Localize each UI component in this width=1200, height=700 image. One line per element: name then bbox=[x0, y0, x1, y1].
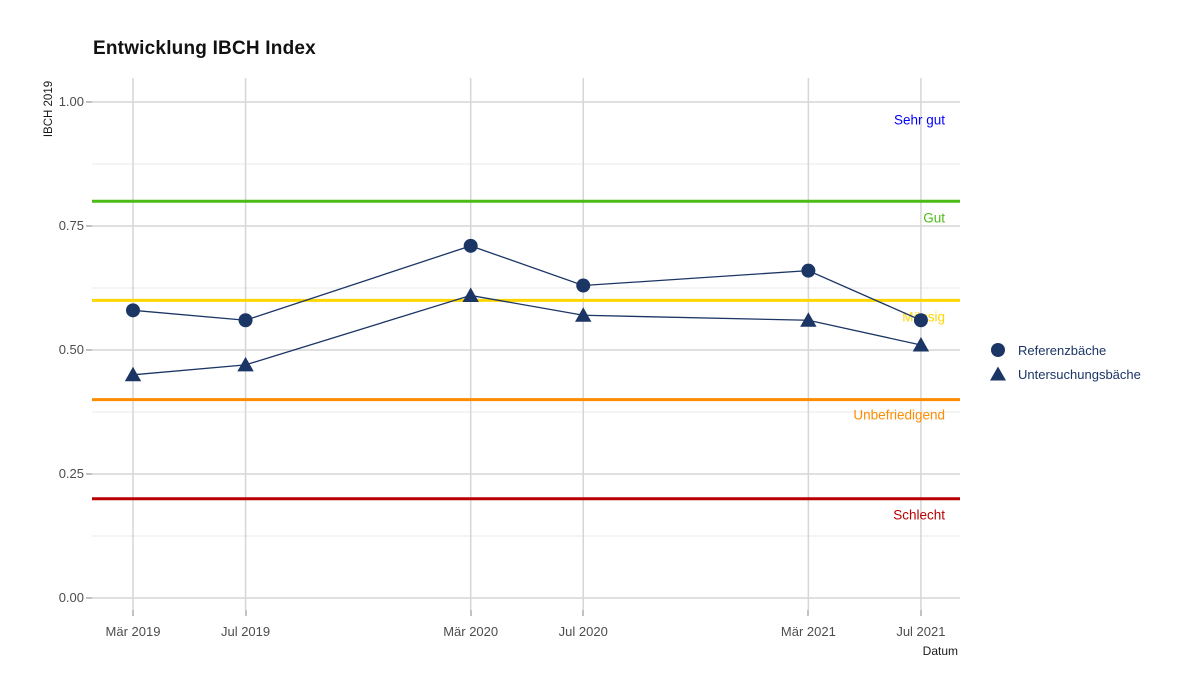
legend-item: Referenzbäche bbox=[988, 338, 1141, 362]
x-tick-label: Jul 2020 bbox=[558, 624, 608, 639]
legend: Referenzbäche Untersuchungsbäche bbox=[988, 338, 1141, 386]
y-tick-mark bbox=[86, 473, 92, 475]
y-tick-mark bbox=[86, 101, 92, 103]
data-point-circle bbox=[913, 313, 928, 328]
data-point-triangle bbox=[124, 366, 142, 382]
x-tick-label: Mär 2019 bbox=[105, 624, 161, 639]
legend-item-label: Untersuchungsbäche bbox=[1018, 366, 1141, 382]
chart-title: Entwicklung IBCH Index bbox=[93, 38, 316, 59]
threshold-label-unbefriedigend: Unbefriedigend bbox=[853, 407, 945, 422]
legend-triangle-icon bbox=[988, 364, 1008, 384]
data-point-triangle bbox=[800, 312, 817, 327]
x-tick-label: Jul 2019 bbox=[220, 624, 271, 639]
data-point-circle bbox=[576, 278, 591, 293]
x-tick-mark bbox=[919, 610, 922, 616]
x-tick-mark bbox=[132, 610, 134, 616]
y-tick-label: 0.00 bbox=[58, 590, 84, 605]
data-point-triangle bbox=[237, 356, 254, 372]
data-point-triangle bbox=[912, 337, 930, 352]
data-point-circle bbox=[126, 303, 140, 318]
plot-panel: Sehr gutGutMässigUnbefriedigendSchlecht bbox=[92, 78, 960, 610]
y-tick-label: 0.75 bbox=[58, 218, 84, 233]
data-point-triangle bbox=[462, 287, 479, 302]
legend-circle-icon bbox=[988, 340, 1008, 360]
x-tick-label: Mär 2020 bbox=[443, 624, 499, 639]
series-line-triangle bbox=[132, 294, 922, 376]
y-tick-mark bbox=[86, 349, 92, 351]
x-tick-label: Mär 2021 bbox=[780, 624, 836, 639]
y-tick-label: 0.50 bbox=[58, 342, 84, 357]
x-tick-label: Jul 2021 bbox=[896, 624, 946, 639]
series-line-circle bbox=[132, 245, 922, 321]
data-point-circle bbox=[463, 238, 478, 253]
plot-svg: Sehr gutGutMässigUnbefriedigendSchlecht bbox=[92, 78, 960, 610]
data-point-circle bbox=[801, 263, 816, 278]
threshold-label-sehrgut: Sehr gut bbox=[894, 112, 945, 127]
x-axis-title: Datum bbox=[922, 644, 958, 658]
threshold-label-schlecht: Schlecht bbox=[893, 508, 945, 523]
x-tick-mark bbox=[469, 610, 472, 616]
y-tick-mark bbox=[86, 597, 92, 599]
y-tick-label: 0.25 bbox=[58, 466, 84, 481]
legend-item-label: Referenzbäche bbox=[1018, 342, 1107, 358]
data-point-circle bbox=[238, 313, 253, 328]
y-axis-title: IBCH 2019 bbox=[43, 80, 55, 138]
y-tick-label: 1.00 bbox=[58, 94, 84, 109]
legend-item: Untersuchungsbäche bbox=[988, 362, 1141, 386]
data-point-triangle bbox=[575, 307, 592, 322]
threshold-label-gut: Gut bbox=[923, 211, 945, 226]
y-tick-mark bbox=[86, 225, 92, 227]
x-tick-mark bbox=[582, 610, 585, 616]
x-tick-mark bbox=[244, 610, 247, 616]
x-tick-mark bbox=[807, 610, 810, 616]
